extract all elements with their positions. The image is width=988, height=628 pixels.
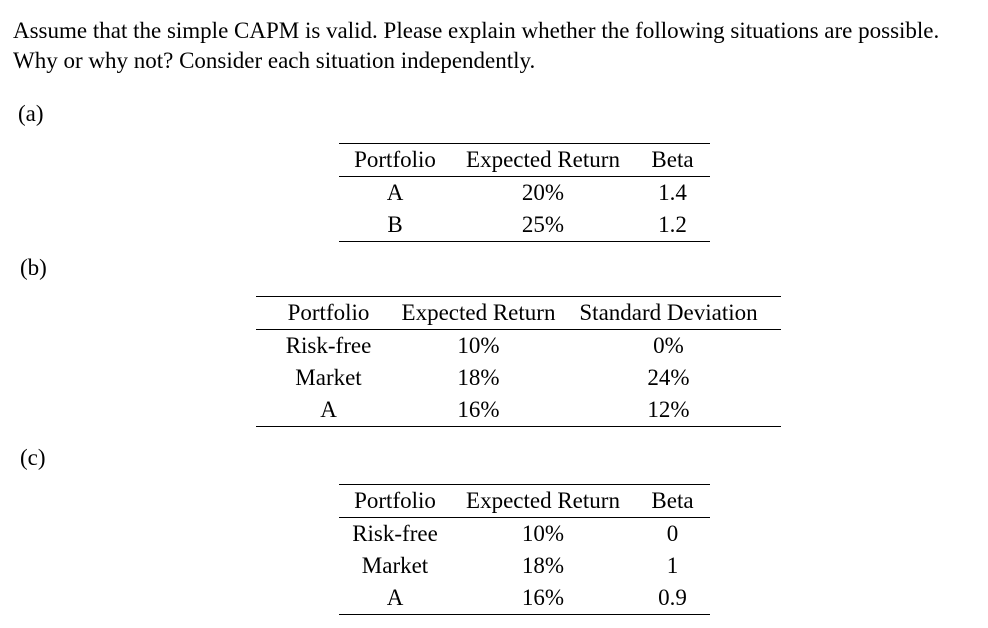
problem-statement-line-2: Why or why not? Consider each situation … <box>13 48 536 73</box>
table-cell-expected-return: 18% <box>521 553 565 578</box>
table-b: Portfolio Expected Return Standard Devia… <box>256 296 781 427</box>
table-a-header-beta: Beta <box>635 143 710 177</box>
problem-statement: Assume that the simple CAPM is valid. Pl… <box>13 16 939 76</box>
table-c-header-beta: Beta <box>635 484 710 518</box>
table-cell-beta: 1.4 <box>658 180 687 205</box>
table-c: Portfolio Expected Return Beta Risk-free… <box>339 484 710 615</box>
table-cell-standard-deviation: 12% <box>556 394 781 427</box>
table-row: Market 18% 1 <box>339 550 710 582</box>
section-label-c: (c) <box>20 445 46 470</box>
table-cell-portfolio: Market <box>295 365 362 390</box>
table-row: Market 18% 24% <box>256 362 781 394</box>
table-a: Portfolio Expected Return Beta A 20% 1.4… <box>339 143 710 242</box>
table-cell-beta: 0.9 <box>635 582 710 615</box>
table-cell-expected-return: 20% <box>521 180 565 205</box>
table-cell-portfolio: B <box>339 209 451 242</box>
table-a-header-row: Portfolio Expected Return Beta <box>339 143 710 177</box>
table-a-header-expected-return: Expected Return <box>451 143 635 177</box>
table-b-header-standard-deviation: Standard Deviation <box>556 296 781 330</box>
table-b-header-portfolio: Portfolio <box>256 296 401 330</box>
table-cell-expected-return: 10% <box>521 521 565 546</box>
table-cell-portfolio: Market <box>361 553 429 578</box>
table-row: A 16% 12% <box>256 394 781 427</box>
table-c-header-portfolio: Portfolio <box>339 484 451 518</box>
table-b-header-row: Portfolio Expected Return Standard Devia… <box>256 296 781 330</box>
table-row: Risk-free 10% 0 <box>339 518 710 551</box>
table-row: B 25% 1.2 <box>339 209 710 242</box>
table-cell-beta: 1.2 <box>635 209 710 242</box>
table-cell-portfolio: A <box>386 180 404 205</box>
table-cell-standard-deviation: 24% <box>647 365 690 390</box>
table-cell-portfolio: A <box>256 394 401 427</box>
table-cell-expected-return: 16% <box>451 582 635 615</box>
table-cell-standard-deviation: 0% <box>653 333 684 358</box>
section-label-b: (b) <box>20 255 47 280</box>
table-cell-portfolio: Risk-free <box>352 521 438 546</box>
problem-statement-line-1: Assume that the simple CAPM is valid. Pl… <box>13 18 940 43</box>
table-a-header-portfolio: Portfolio <box>339 143 451 177</box>
table-c-header-row: Portfolio Expected Return Beta <box>339 484 710 518</box>
table-cell-expected-return: 18% <box>457 365 500 390</box>
table-cell-expected-return: 16% <box>401 394 556 427</box>
table-cell-portfolio: Risk-free <box>285 333 372 358</box>
table-row: A 16% 0.9 <box>339 582 710 615</box>
table-cell-beta: 1 <box>666 553 679 578</box>
table-row: A 20% 1.4 <box>339 177 710 210</box>
table-row: Risk-free 10% 0% <box>256 330 781 363</box>
table-c-header-expected-return: Expected Return <box>451 484 635 518</box>
table-cell-expected-return: 10% <box>457 333 500 358</box>
section-label-a: (a) <box>18 101 44 126</box>
table-b-header-expected-return: Expected Return <box>401 296 556 330</box>
table-cell-portfolio: A <box>339 582 451 615</box>
table-cell-beta: 0 <box>666 521 679 546</box>
table-cell-expected-return: 25% <box>451 209 635 242</box>
